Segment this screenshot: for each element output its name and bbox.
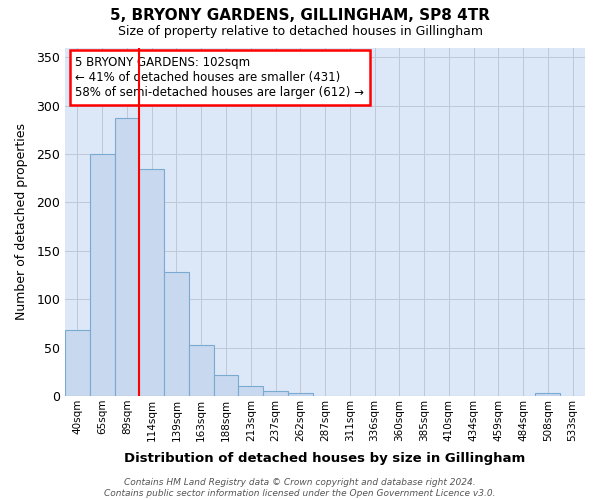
Bar — [214, 374, 238, 396]
X-axis label: Distribution of detached houses by size in Gillingham: Distribution of detached houses by size … — [124, 452, 526, 465]
Bar — [90, 154, 115, 396]
Bar — [115, 118, 139, 396]
Bar — [164, 272, 189, 396]
Bar — [535, 393, 560, 396]
Text: 5 BRYONY GARDENS: 102sqm
← 41% of detached houses are smaller (431)
58% of semi-: 5 BRYONY GARDENS: 102sqm ← 41% of detach… — [76, 56, 364, 99]
Bar — [288, 393, 313, 396]
Text: 5, BRYONY GARDENS, GILLINGHAM, SP8 4TR: 5, BRYONY GARDENS, GILLINGHAM, SP8 4TR — [110, 8, 490, 22]
Bar — [263, 391, 288, 396]
Y-axis label: Number of detached properties: Number of detached properties — [15, 123, 28, 320]
Bar — [65, 330, 90, 396]
Bar — [238, 386, 263, 396]
Bar — [189, 344, 214, 396]
Text: Size of property relative to detached houses in Gillingham: Size of property relative to detached ho… — [118, 25, 482, 38]
Bar — [139, 168, 164, 396]
Text: Contains HM Land Registry data © Crown copyright and database right 2024.
Contai: Contains HM Land Registry data © Crown c… — [104, 478, 496, 498]
